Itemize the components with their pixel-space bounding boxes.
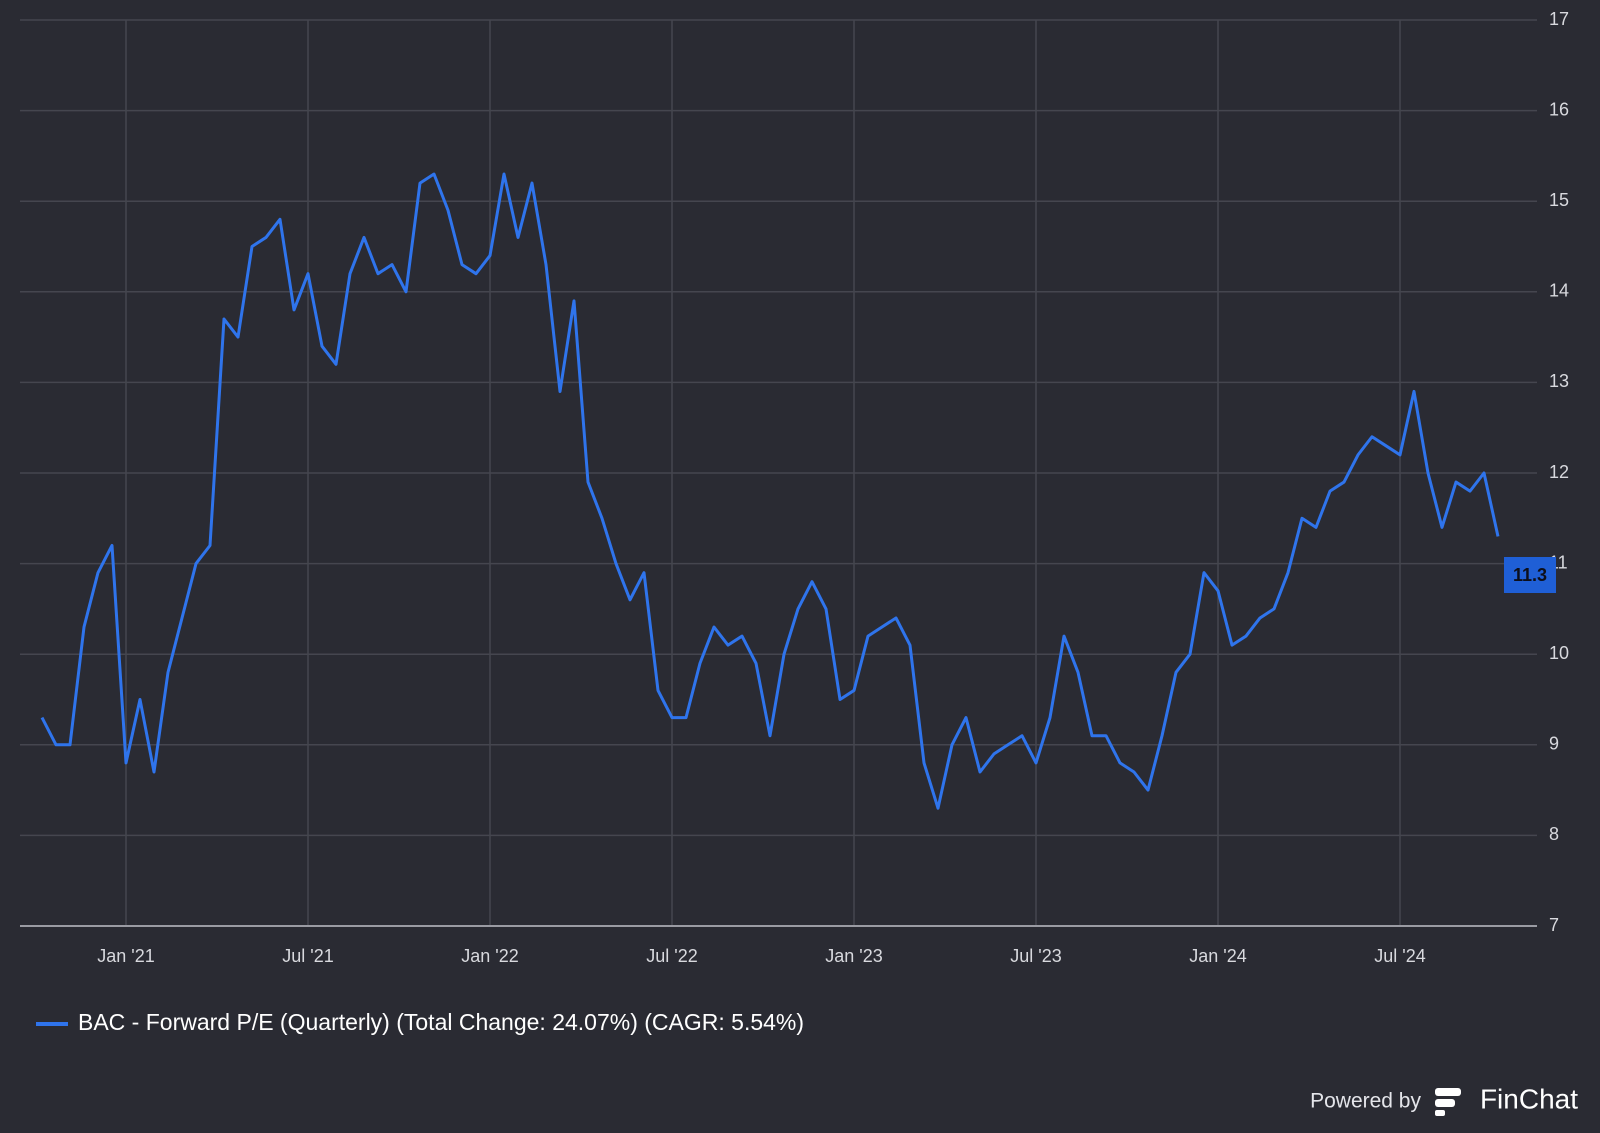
x-tick-label: Jan '24 bbox=[1189, 946, 1246, 966]
series-line bbox=[40, 172, 1500, 810]
x-tick-label: Jan '22 bbox=[461, 946, 518, 966]
x-tick-label: Jul '23 bbox=[1010, 946, 1061, 966]
y-tick-label: 10 bbox=[1549, 643, 1569, 663]
footer-brand: FinChat bbox=[1480, 1083, 1578, 1114]
y-tick-label: 17 bbox=[1549, 9, 1569, 29]
x-tick-label: Jul '21 bbox=[282, 946, 333, 966]
y-tick-label: 15 bbox=[1549, 190, 1569, 210]
x-tick-label: Jul '24 bbox=[1374, 946, 1425, 966]
legend-label: BAC - Forward P/E (Quarterly) (Total Cha… bbox=[78, 1009, 804, 1035]
footer-powered-by: Powered by bbox=[1310, 1090, 1421, 1113]
y-tick-label: 9 bbox=[1549, 734, 1559, 754]
y-tick-label: 7 bbox=[1549, 915, 1559, 935]
finchat-logo bbox=[1435, 1088, 1461, 1116]
x-tick-label: Jul '22 bbox=[646, 946, 697, 966]
y-tick-label: 12 bbox=[1549, 462, 1569, 482]
last-value-label: 11.3 bbox=[1513, 565, 1547, 585]
plot: 11.3 bbox=[40, 172, 1556, 810]
y-tick-label: 14 bbox=[1549, 281, 1569, 301]
last-value-box bbox=[1504, 557, 1556, 593]
x-tick-label: Jan '23 bbox=[825, 946, 882, 966]
y-tick-label: 8 bbox=[1549, 824, 1559, 844]
y-tick-label: 13 bbox=[1549, 371, 1569, 391]
x-tick-label: Jan '21 bbox=[97, 946, 154, 966]
y-tick-label: 16 bbox=[1549, 99, 1569, 119]
